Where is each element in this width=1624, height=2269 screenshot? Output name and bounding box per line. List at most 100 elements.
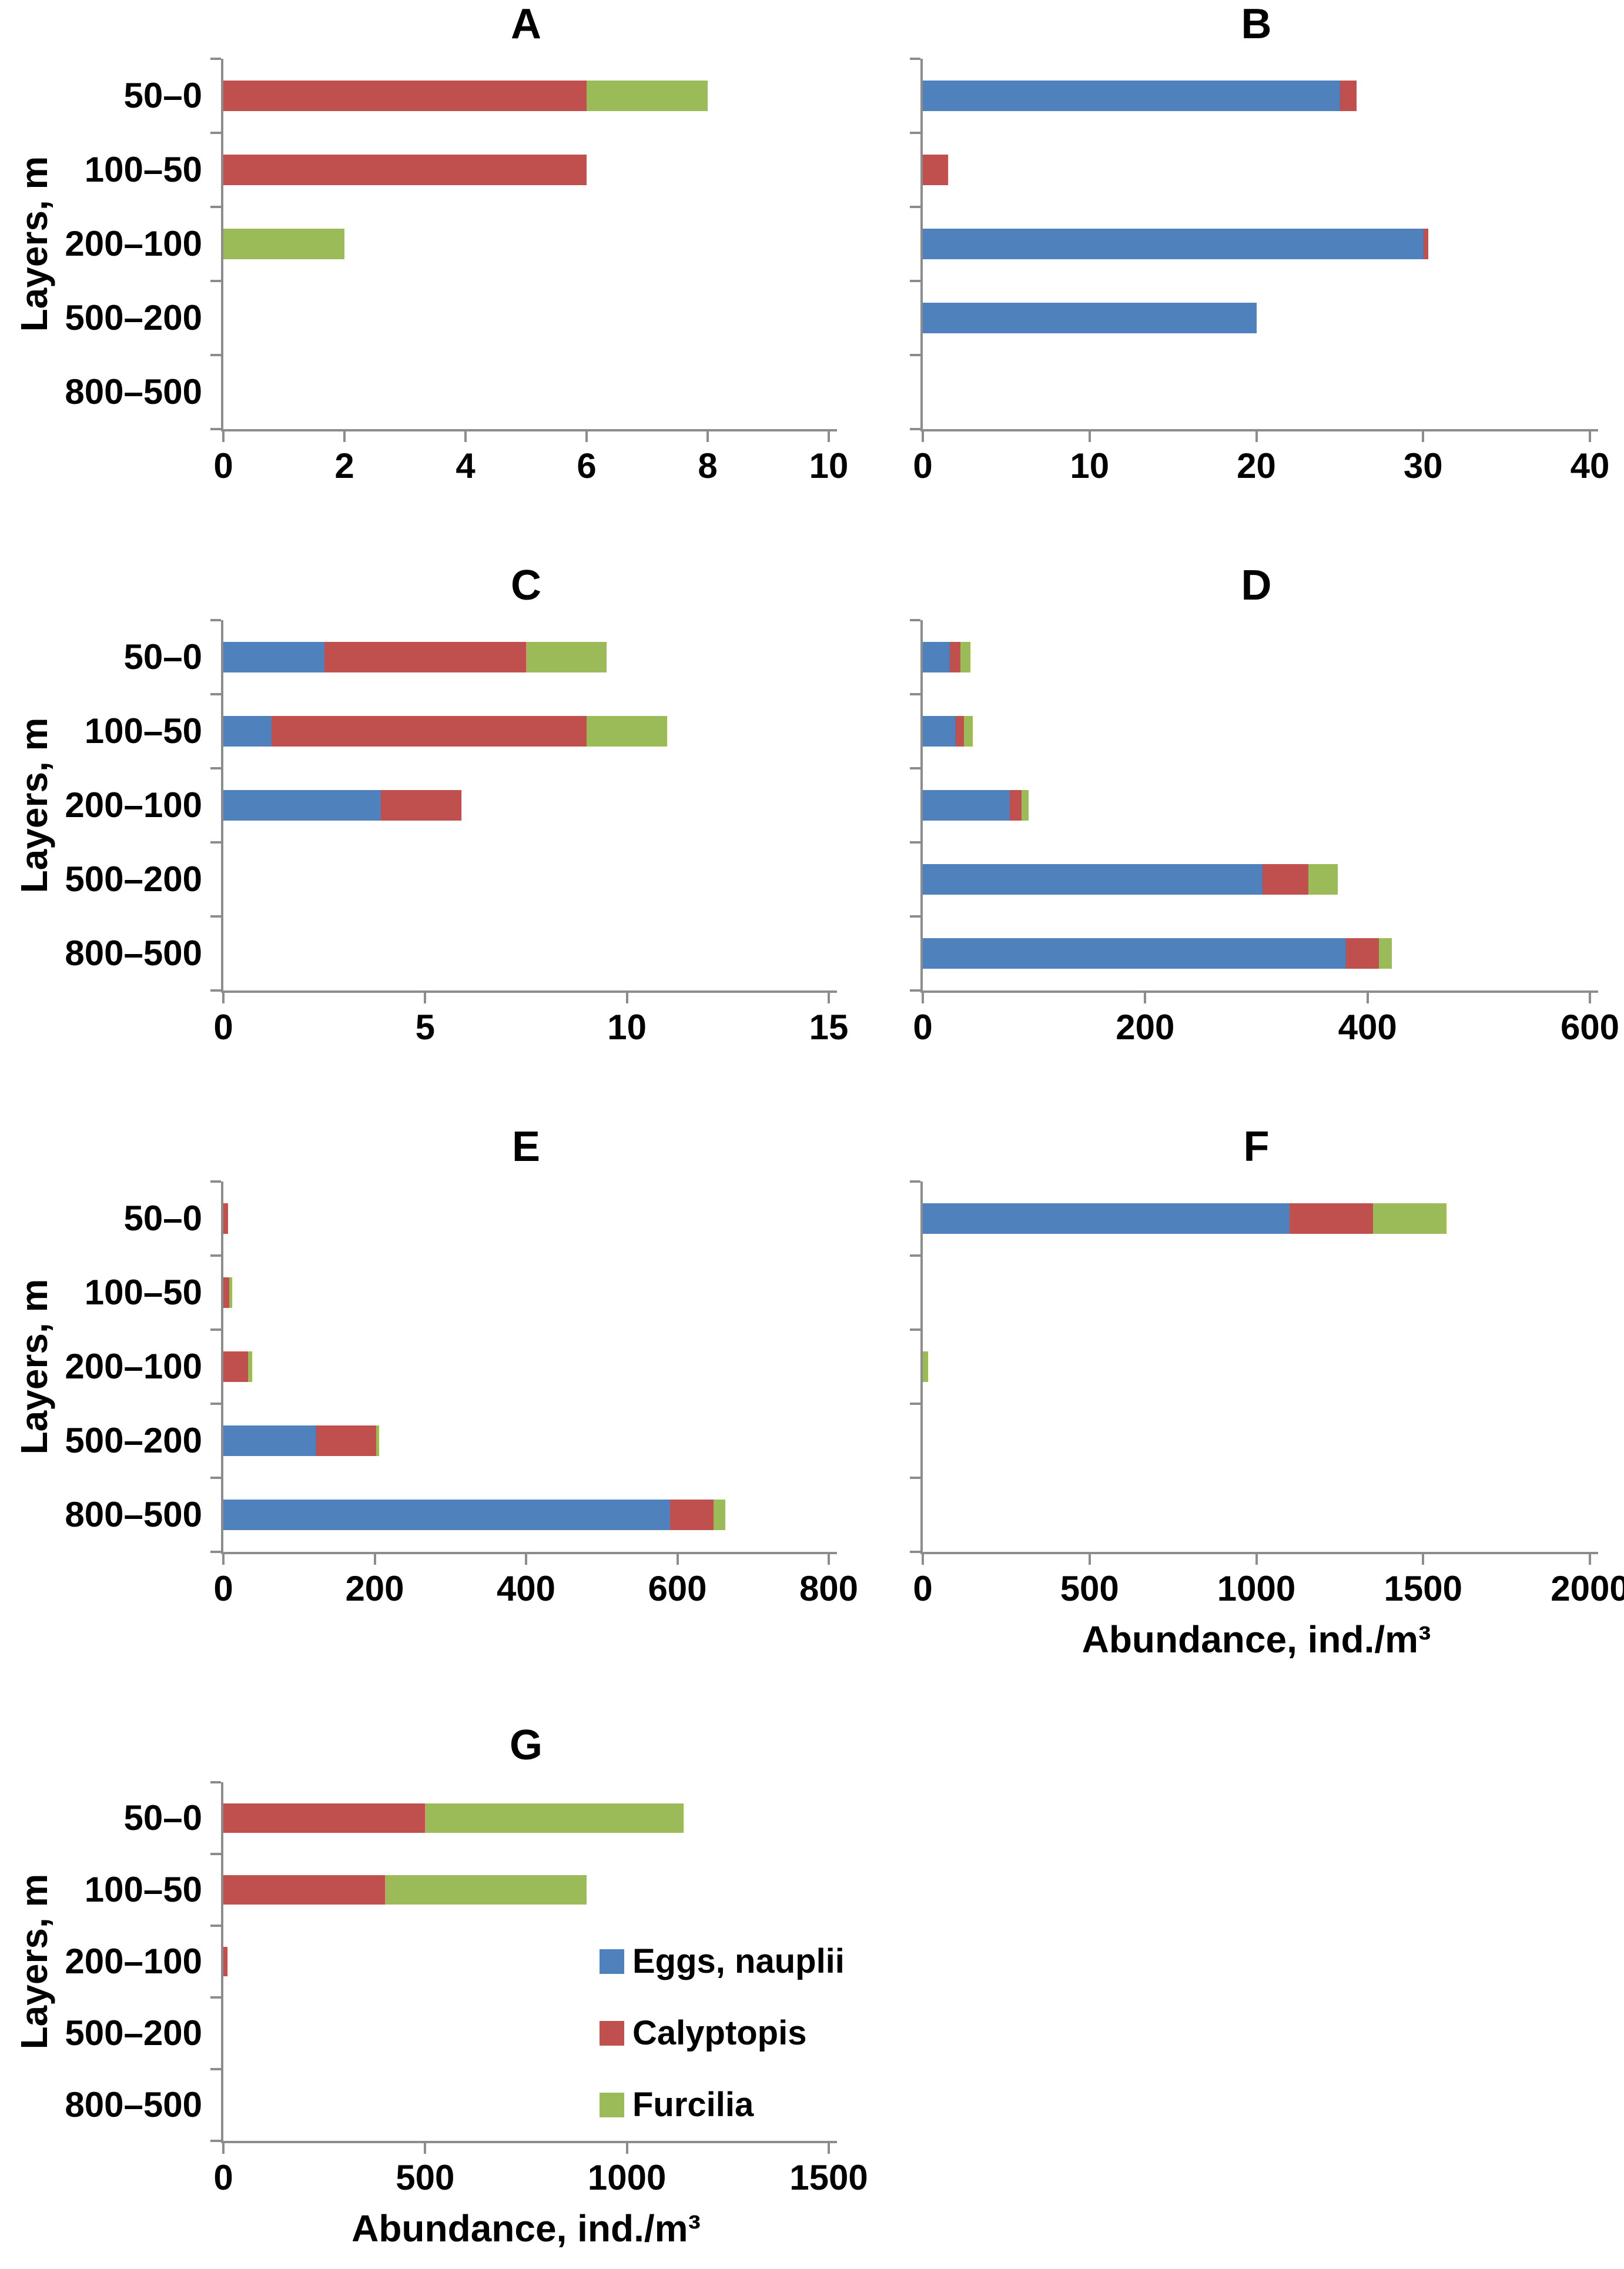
bar-eggs-nauplii — [223, 790, 381, 821]
x-tick-mark — [1422, 431, 1425, 442]
bar-eggs-nauplii — [923, 303, 1257, 333]
y-tick-mark — [910, 58, 920, 60]
x-tick-mark — [676, 1554, 679, 1565]
y-axis-line — [221, 1182, 223, 1552]
x-axis-title: Abundance, ind./m³ — [351, 2207, 701, 2250]
y-tick-mark — [910, 693, 920, 695]
y-tick-mark — [210, 1328, 221, 1331]
y-axis-line — [920, 59, 923, 429]
x-tick-mark — [828, 993, 830, 1003]
panel-b: B 0 10 20 30 40 — [812, 0, 1624, 561]
panel-title: D — [1241, 562, 1272, 609]
bar-calyptopis — [223, 1875, 385, 1905]
bar-furcilia — [223, 229, 344, 259]
x-tick-label: 500 — [1060, 1569, 1119, 1608]
x-tick-label: 0 — [213, 1569, 233, 1608]
bar-eggs-nauplii — [223, 716, 272, 747]
y-tick-label: 50–0 — [123, 76, 202, 115]
x-tick-mark — [1366, 993, 1369, 1003]
bar-calyptopis — [324, 642, 526, 672]
bar-calyptopis — [223, 1351, 249, 1382]
x-tick-label: 400 — [496, 1569, 556, 1608]
bar-eggs-nauplii — [223, 1425, 316, 1456]
x-axis-line — [221, 1552, 837, 1554]
x-tick-mark — [922, 1554, 924, 1565]
x-axis-line — [221, 990, 837, 993]
y-tick-mark — [210, 58, 221, 60]
y-tick-mark — [210, 2068, 221, 2070]
x-tick-mark — [373, 1554, 376, 1565]
y-tick-label: 800–500 — [65, 933, 202, 973]
bar-furcilia — [1373, 1203, 1446, 1234]
x-tick-mark — [1589, 993, 1591, 1003]
y-tick-label: 50–0 — [123, 1798, 202, 1838]
panel-title: C — [511, 562, 541, 609]
bar-calyptopis — [223, 1277, 230, 1308]
x-tick-label: 0 — [913, 446, 933, 486]
legend-label: Furcilia — [632, 2086, 754, 2124]
y-axis-title: Layers, m — [13, 1279, 55, 1455]
y-tick-mark — [910, 428, 920, 430]
x-tick-label: 1500 — [789, 2158, 868, 2197]
panel-title: G — [509, 1722, 543, 1769]
x-tick-mark — [922, 993, 924, 1003]
y-tick-mark — [210, 989, 221, 992]
x-tick-label: 2 — [334, 446, 354, 486]
bar-eggs-nauplii — [923, 229, 1424, 259]
x-tick-mark — [1589, 431, 1591, 442]
y-tick-mark — [910, 1254, 920, 1257]
x-tick-label: 10 — [1070, 446, 1110, 486]
bar-furcilia — [1022, 790, 1029, 821]
y-tick-mark — [910, 767, 920, 769]
bar-eggs-nauplii — [923, 864, 1262, 895]
x-tick-label: 1000 — [587, 2158, 667, 2197]
y-axis-title: Layers, m — [13, 1873, 55, 2050]
y-tick-mark — [210, 1781, 221, 1783]
panel-g: G 0 500 1000 1500 50–0 100–50 200–100 500–200 800… — [0, 1719, 868, 2269]
y-tick-mark — [210, 280, 221, 282]
bar-calyptopis — [1290, 1203, 1374, 1234]
y-tick-mark — [210, 1180, 221, 1183]
x-axis-line — [221, 429, 837, 431]
x-tick-mark — [464, 431, 467, 442]
y-tick-label: 500–200 — [65, 2013, 202, 2053]
x-tick-label: 400 — [1338, 1008, 1397, 1047]
x-tick-mark — [1422, 1554, 1425, 1565]
y-tick-mark — [210, 1853, 221, 1855]
bar-calyptopis — [955, 716, 964, 747]
y-tick-label: 200–100 — [65, 1942, 202, 1981]
bar-furcilia — [425, 1803, 684, 1833]
bar-eggs-nauplii — [923, 790, 1010, 821]
bar-furcilia — [587, 716, 668, 747]
y-tick-mark — [210, 1254, 221, 1257]
x-tick-label: 5 — [415, 1008, 436, 1047]
y-tick-mark — [910, 619, 920, 621]
bar-calyptopis — [272, 716, 587, 747]
y-axis-line — [920, 1182, 923, 1552]
x-tick-label: 0 — [913, 1008, 933, 1047]
x-axis-title: Abundance, ind./m³ — [1081, 1618, 1431, 1661]
x-tick-label: 40 — [1570, 446, 1610, 486]
y-axis-line — [221, 620, 223, 990]
x-tick-mark — [585, 431, 588, 442]
y-tick-mark — [210, 767, 221, 769]
y-tick-label: 500–200 — [65, 298, 202, 337]
x-axis-line — [221, 2141, 837, 2143]
bar-furcilia — [1378, 938, 1392, 969]
y-tick-label: 500–200 — [65, 859, 202, 899]
legend-label: Calyptopis — [632, 2014, 807, 2052]
x-tick-label: 800 — [799, 1569, 859, 1608]
y-tick-mark — [210, 1996, 221, 1999]
x-tick-label: 15 — [809, 1008, 849, 1047]
x-tick-mark — [222, 431, 225, 442]
y-tick-mark — [210, 841, 221, 844]
y-tick-label: 200–100 — [65, 224, 202, 263]
x-tick-mark — [1088, 1554, 1091, 1565]
x-tick-mark — [625, 2143, 628, 2154]
y-tick-mark — [910, 1180, 920, 1183]
panel-e: E 0 200 400 600 800 50–0 100–50 200–100 500–200 80… — [0, 1123, 858, 1719]
y-tick-mark — [910, 280, 920, 282]
y-axis-line — [920, 620, 923, 990]
x-tick-mark — [1255, 1554, 1258, 1565]
y-axis-title: Layers, m — [13, 717, 55, 893]
